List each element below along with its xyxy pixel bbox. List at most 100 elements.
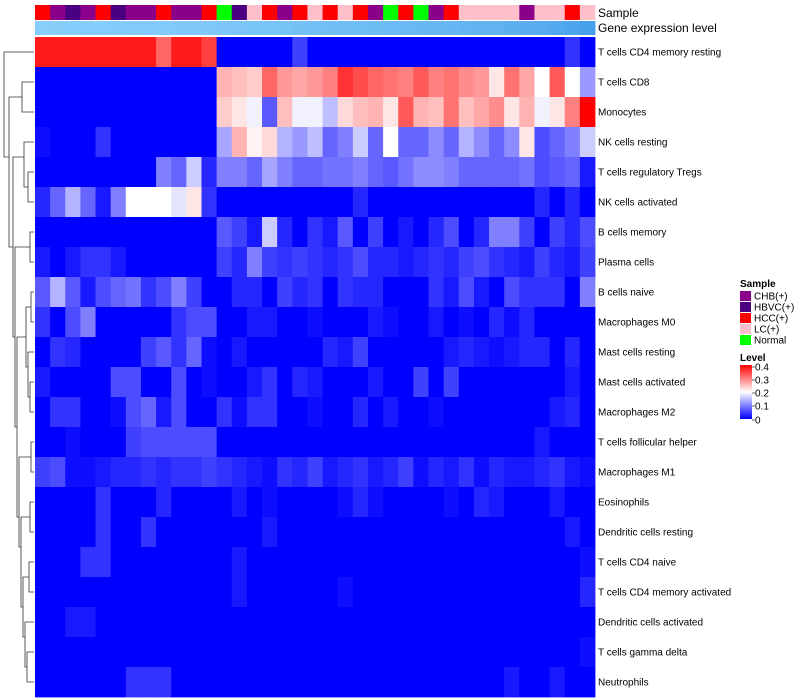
heatmap-cell (277, 367, 293, 398)
heatmap-cell (292, 637, 308, 668)
heatmap-cell (125, 427, 142, 458)
dendrogram-branch (29, 501, 34, 533)
expression-cell (110, 21, 127, 35)
heatmap-cell (156, 277, 172, 308)
row-label: Macrophages M1 (598, 468, 676, 479)
heatmap-cell (564, 367, 581, 398)
gene-expression-annotation-row (35, 21, 596, 35)
heatmap-cell (50, 397, 66, 428)
heatmap-cell (171, 667, 187, 698)
heatmap-cell (262, 67, 278, 98)
sample-cell (579, 5, 596, 20)
heatmap-cell (201, 277, 218, 308)
heatmap-cell (262, 37, 278, 68)
sample-cell (352, 5, 369, 20)
heatmap-cell (367, 217, 384, 248)
heatmap-cell (80, 247, 96, 278)
heatmap-cell (519, 427, 535, 458)
heatmap-cell (352, 487, 369, 518)
heatmap-cell (110, 277, 127, 308)
heatmap-cell (352, 157, 369, 188)
heatmap-cell (398, 607, 414, 638)
heatmap-cell (322, 457, 339, 488)
legend-sample-title: Sample (740, 279, 776, 290)
heatmap-cell (579, 247, 596, 278)
heatmap-cell (80, 577, 96, 608)
heatmap-cell (337, 187, 354, 218)
heatmap-cells (35, 37, 596, 698)
heatmap-cell (337, 487, 354, 518)
heatmap-cell (322, 577, 339, 608)
row-label: Macrophages M0 (598, 318, 676, 329)
heatmap-cell (564, 637, 581, 668)
dendrogram-branch (29, 231, 34, 263)
heatmap-cell (262, 127, 278, 158)
heatmap-cell (443, 97, 460, 128)
heatmap-cell (579, 97, 596, 128)
legend-sample-label: LC(+) (754, 325, 779, 336)
heatmap-cell (534, 547, 550, 578)
heatmap-cell (231, 427, 248, 458)
expression-cell (216, 21, 233, 35)
heatmap-cell (519, 637, 535, 668)
expression-cell (549, 21, 566, 35)
heatmap-cell (292, 667, 308, 698)
heatmap-cell (458, 487, 475, 518)
heatmap-cell (383, 457, 399, 488)
heatmap-cell (156, 517, 172, 548)
heatmap-cell (95, 157, 112, 188)
heatmap-cell (110, 637, 127, 668)
sample-annotation-label: Sample (598, 6, 639, 20)
heatmap-cell (443, 157, 460, 188)
expression-cell (80, 21, 96, 35)
heatmap-cell (95, 37, 112, 68)
heatmap-cell (80, 487, 96, 518)
heatmap-cell (292, 367, 308, 398)
expression-cell (489, 21, 505, 35)
sample-cell (35, 5, 51, 20)
heatmap-cell (95, 67, 112, 98)
heatmap-cell (489, 427, 505, 458)
heatmap-cell (473, 397, 490, 428)
heatmap-cell (35, 487, 51, 518)
heatmap-cell (519, 667, 535, 698)
heatmap-cell (352, 427, 369, 458)
heatmap-cell (125, 577, 142, 608)
heatmap-cell (398, 397, 414, 428)
heatmap-cell (80, 517, 96, 548)
heatmap-cell (428, 577, 445, 608)
heatmap-cell (110, 667, 127, 698)
heatmap-cell (504, 217, 520, 248)
heatmap-cell (428, 487, 445, 518)
heatmap-cell (65, 217, 81, 248)
sample-cell (367, 5, 384, 20)
heatmap-cell (140, 517, 157, 548)
heatmap-cell (383, 607, 399, 638)
heatmap-cell (156, 37, 172, 68)
heatmap-cell (504, 187, 520, 218)
heatmap-cell (246, 427, 263, 458)
heatmap-cell (307, 487, 323, 518)
heatmap-cell (140, 67, 157, 98)
heatmap-cell (216, 367, 233, 398)
expression-cell (307, 21, 323, 35)
heatmap-cell (262, 637, 278, 668)
heatmap-cell (428, 157, 445, 188)
heatmap-cell (307, 337, 323, 368)
heatmap-cell (125, 67, 142, 98)
heatmap-cell (216, 337, 233, 368)
heatmap-cell (367, 607, 384, 638)
heatmap-cell (156, 607, 172, 638)
heatmap-cell (231, 397, 248, 428)
expression-cell (231, 21, 248, 35)
heatmap-cell (337, 157, 354, 188)
sample-cell (50, 5, 66, 20)
heatmap-cell (489, 457, 505, 488)
heatmap-cell (337, 637, 354, 668)
heatmap-cell (579, 547, 596, 578)
heatmap-cell (579, 487, 596, 518)
heatmap-cell (307, 517, 323, 548)
heatmap-cell (352, 457, 369, 488)
heatmap-cell (201, 487, 218, 518)
heatmap-cell (413, 307, 429, 338)
